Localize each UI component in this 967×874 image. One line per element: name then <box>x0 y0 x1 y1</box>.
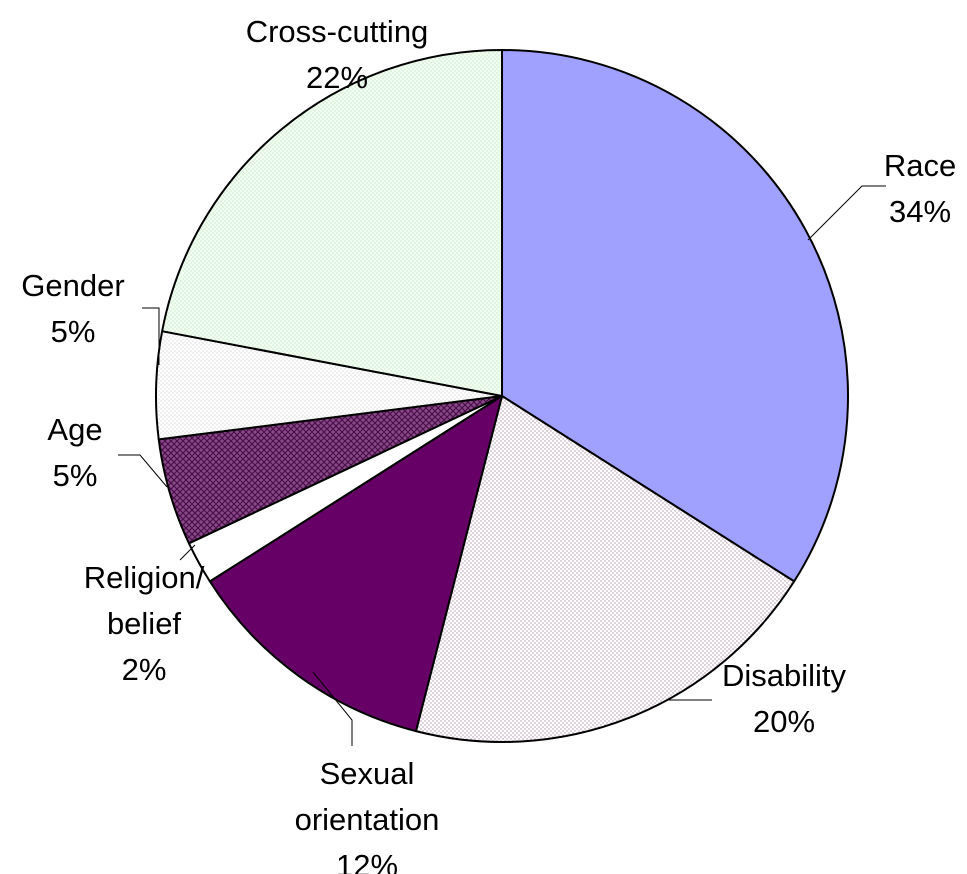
slice-name: Disability <box>722 658 847 693</box>
slice-name: orientation <box>295 802 440 837</box>
slice-percent: 12% <box>336 848 398 874</box>
slice-label: Cross-cutting 22% <box>246 14 429 95</box>
slice-label: Sexual orientation 12% <box>295 756 440 874</box>
slice-label: Religion/belief 2% <box>84 560 205 687</box>
slice-percent: 34% <box>889 194 951 229</box>
slice-name: Cross-cutting <box>246 14 429 49</box>
pie-slice-race <box>501 49 849 583</box>
slice-labels: Race 34% Disability 20% Sexual orientation 12%… <box>21 14 956 874</box>
slice-percent: 5% <box>53 458 98 493</box>
pie-slice-sexual-orientation <box>208 395 503 733</box>
pie-slice-disability <box>414 395 796 743</box>
slice-label: Age 5% <box>47 412 102 493</box>
leader-line <box>142 307 160 365</box>
slice-percent: 2% <box>122 652 167 687</box>
pie-slice-cross-cutting <box>161 49 503 397</box>
slice-label: Disability 20% <box>722 658 847 739</box>
leader-line <box>807 185 886 241</box>
slice-name: belief <box>107 606 181 641</box>
slice-name: Sexual <box>320 756 415 791</box>
slice-percent: 20% <box>753 704 815 739</box>
slice-label: Race 34% <box>884 148 956 229</box>
leader-line <box>179 544 196 561</box>
leader-line <box>312 671 353 746</box>
slice-percent: 22% <box>306 60 368 95</box>
slice-percent: 5% <box>51 314 96 349</box>
leader-line <box>118 454 168 488</box>
slice-label: Gender 5% <box>21 268 124 349</box>
slice-name: Religion/ <box>84 560 205 595</box>
leader-lines <box>118 185 886 746</box>
pie-slices <box>155 49 849 743</box>
slice-name: Gender <box>21 268 124 303</box>
slice-name: Race <box>884 148 956 183</box>
slice-name: Age <box>47 412 102 447</box>
